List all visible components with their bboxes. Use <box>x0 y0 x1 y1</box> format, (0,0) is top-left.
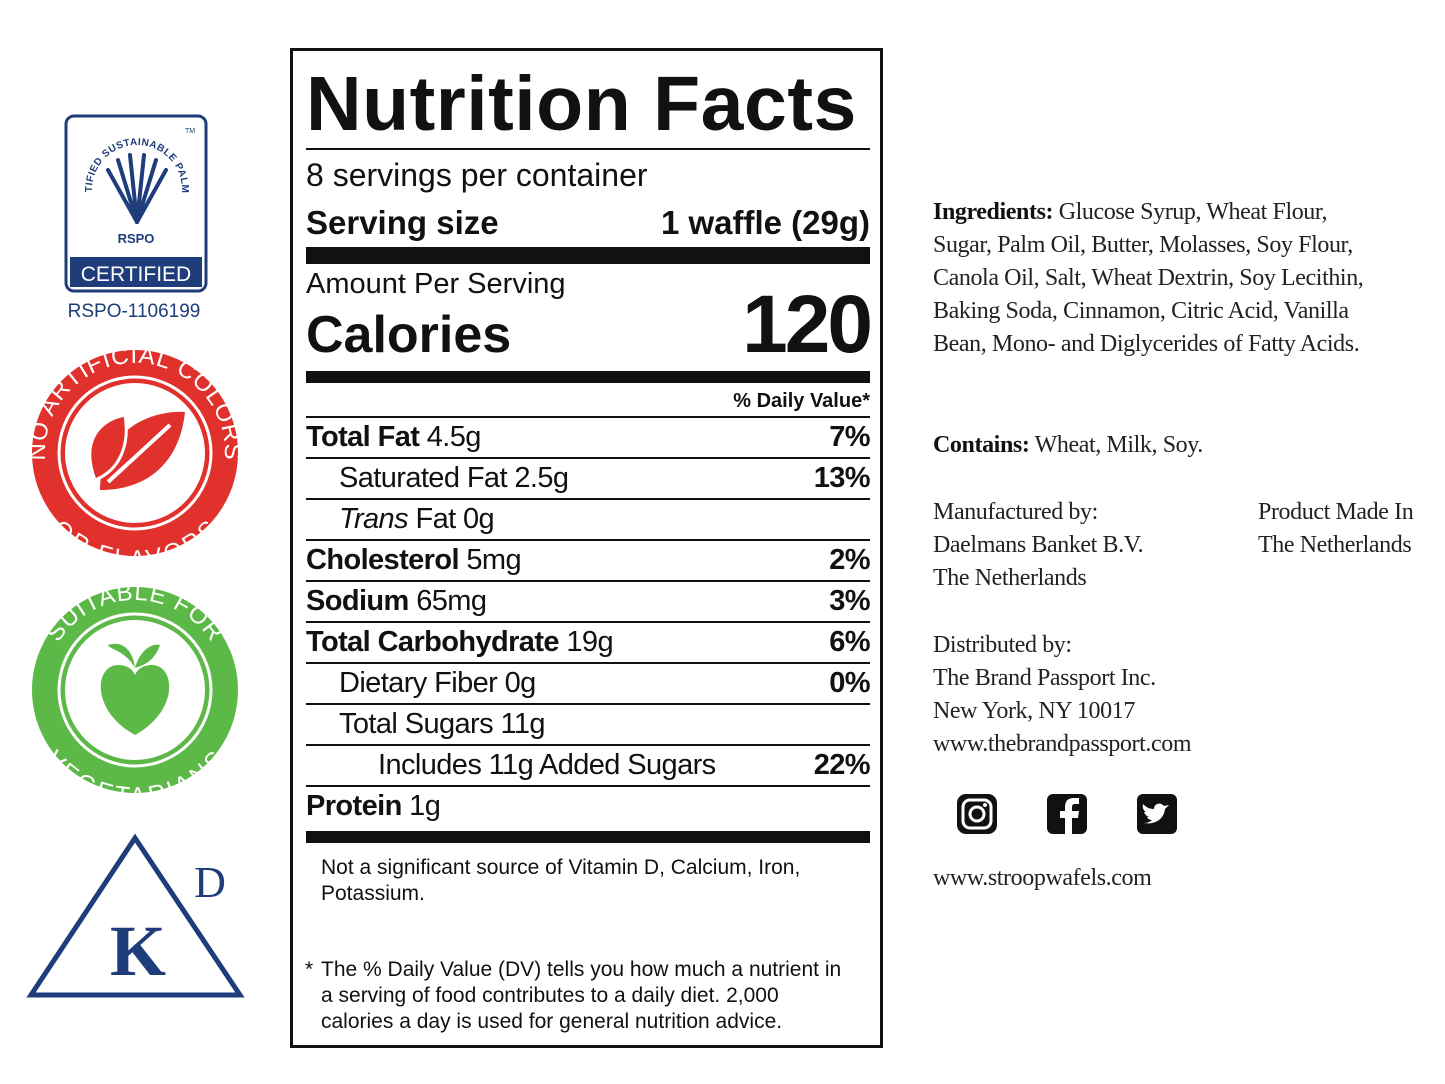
nutrient-name: Total Carbohydrate <box>306 626 560 658</box>
thick-rule <box>306 831 870 843</box>
rule <box>306 148 870 150</box>
manufactured-by: Manufactured by: Daelmans Banket B.V. Th… <box>933 496 1144 595</box>
nutrient-name: Sodium <box>306 585 409 617</box>
nutrient-dv: 7% <box>829 421 870 453</box>
contains-text: Wheat, Milk, Soy. <box>1034 432 1204 458</box>
kosher-letter: K <box>110 911 166 991</box>
nutrient-amount: 2.5g <box>514 462 569 494</box>
servings: 8 servings per container <box>306 157 648 193</box>
nutrient-amount: 65mg <box>416 585 487 617</box>
dv-note-mark: * <box>305 958 314 981</box>
line: Distributed by: <box>933 632 1072 658</box>
nutrient-dv: 0% <box>829 667 870 699</box>
line: The Netherlands <box>933 565 1087 591</box>
nutrient-dv: 13% <box>813 462 871 494</box>
instagram-icon <box>957 794 997 834</box>
rspo-id: RSPO-1106199 <box>68 301 201 322</box>
line: The Netherlands <box>1258 532 1412 558</box>
vegetarian-badge: SUITABLE FOR VEGETARIANS <box>32 579 238 810</box>
ingredients-label: Ingredients: <box>933 199 1054 225</box>
thick-rule <box>306 247 870 264</box>
nutrient-name: Total Sugars <box>339 708 494 740</box>
nutrient-row: Trans Fat 0g <box>306 500 870 541</box>
calories-label: Calories <box>306 306 512 364</box>
vitamins-note: Not a significant source of Vitamin D, C… <box>321 856 801 905</box>
nutrient-amount: 4.5g <box>426 421 482 453</box>
nutrient-dv: 2% <box>829 544 870 576</box>
nutrient-name: Protein <box>306 790 402 822</box>
serving-size: Serving size 1 waffle (29g) <box>306 203 870 243</box>
thick-rule <box>306 371 870 383</box>
nutrient-amount: 19g <box>566 626 613 658</box>
line: Daelmans Banket B.V. <box>933 532 1144 558</box>
nutrient-dv: 3% <box>829 585 870 617</box>
rspo-tm: TM <box>185 128 195 135</box>
line: New York, NY 10017 <box>933 698 1135 724</box>
nutrient-amount: 0g <box>504 667 537 699</box>
rspo-banner: CERTIFIED <box>81 263 191 286</box>
nutrient-row: Cholesterol 5mg 2% <box>306 541 871 582</box>
nutrient-row: Saturated Fat 2.5g 13% <box>306 459 871 500</box>
nutrition-label: Nutrition Facts 8 servings per container… <box>290 48 883 1048</box>
contains-label: Contains: <box>933 432 1030 458</box>
distributed-by: Distributed by: The Brand Passport Inc. … <box>933 629 1192 761</box>
nutrient-row: Includes 11g Added Sugars 22% <box>306 746 871 787</box>
rule <box>306 416 870 418</box>
rspo-badge: CERTIFIED SUSTAINABLE PALM OIL TM RSPO C… <box>0 0 208 322</box>
line: www.thebrandpassport.com <box>933 731 1192 757</box>
nutrient-row: Protein 1g <box>306 787 870 826</box>
nutrient-amount: 11g <box>500 708 545 740</box>
serving-size-value: 1 waffle (29g) <box>660 204 870 241</box>
no-artificial-badge: NO ARTIFICIAL COLORS OR FLAVORS <box>24 342 245 573</box>
nutrient-name: Fat <box>415 503 456 535</box>
nutrient-row: Sodium 65mg 3% <box>306 582 871 623</box>
nutrient-row: Dietary Fiber 0g 0% <box>306 664 871 705</box>
amount-per-serving: Amount Per Serving <box>306 268 566 300</box>
line: Product Made In <box>1258 499 1414 525</box>
ingredients-text: Glucose Syrup, Wheat Flour, Sugar, Palm … <box>933 199 1364 357</box>
dv-note: The % Daily Value (DV) tells you how muc… <box>321 958 842 1033</box>
made-in: Product Made In The Netherlands <box>1258 496 1414 562</box>
nutrient-name-italic: Trans <box>339 503 409 535</box>
nutrient-row: Total Carbohydrate 19g 6% <box>306 623 871 664</box>
facebook-icon <box>1047 794 1087 834</box>
nutrient-name: Includes 11g Added Sugars <box>378 749 716 781</box>
nutrient-amount: 1g <box>409 790 441 822</box>
kosher-dairy: D <box>194 858 226 907</box>
serving-size-label: Serving size <box>306 204 499 241</box>
nutrient-dv: 6% <box>829 626 870 658</box>
line: Manufactured by: <box>933 499 1098 525</box>
nutrient-name: Saturated Fat <box>339 462 508 494</box>
rspo-logo-text: RSPO <box>118 231 155 246</box>
nutrient-dv: 22% <box>813 749 871 781</box>
twitter-icon <box>1137 794 1177 834</box>
label-title: Nutrition Facts <box>306 61 857 147</box>
nutrient-amount: 5mg <box>466 544 522 576</box>
ingredients: Ingredients: Glucose Syrup, Wheat Flour,… <box>933 196 1365 361</box>
daily-value-header: % Daily Value* <box>733 390 870 412</box>
calories-value: 120 <box>742 279 873 370</box>
nutrient-name: Total Fat <box>306 421 420 453</box>
badges: CERTIFIED SUSTAINABLE PALM OIL TM RSPO C… <box>0 0 245 998</box>
kosher-badge: K D <box>26 833 245 998</box>
website: www.stroopwafels.com <box>933 865 1152 891</box>
nutrient-name: Cholesterol <box>306 544 460 576</box>
contains: Contains: Wheat, Milk, Soy. <box>933 429 1203 462</box>
social-icons <box>957 794 1177 834</box>
nutrient-name: Dietary Fiber <box>339 667 498 699</box>
nutrient-row: Total Sugars 11g <box>306 705 870 746</box>
line: The Brand Passport Inc. <box>933 665 1156 691</box>
nutrient-amount: 0g <box>463 503 495 535</box>
nutrient-row: Total Fat 4.5g 7% <box>306 418 871 459</box>
